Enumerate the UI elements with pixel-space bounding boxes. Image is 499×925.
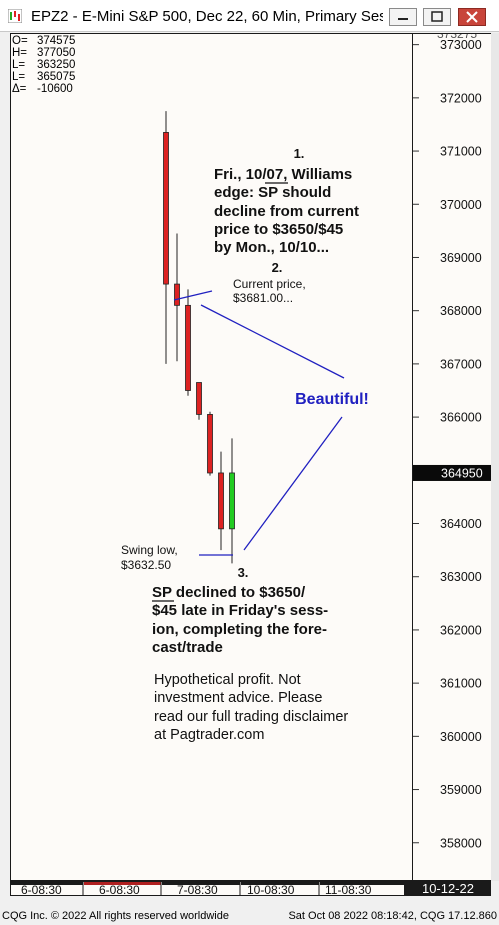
disclaimer-line: read our full trading disclaimer <box>154 709 348 725</box>
timestamp-text: Sat Oct 08 2022 08:18:42, CQG 17.12.860 <box>288 910 497 922</box>
ohlc-open-key: O= <box>12 35 28 47</box>
note-2: 2. Current price, $3681.00... <box>233 260 306 305</box>
time-segment <box>241 882 319 885</box>
time-segment <box>11 882 83 885</box>
candle-body-down <box>174 283 180 306</box>
price-ticks: 358000 359000 360000 361000 362000 363000 3640… <box>413 38 482 850</box>
time-label: 11-08:30 <box>325 883 372 895</box>
minimize-icon <box>398 18 408 20</box>
disclaimer-line: at Pagtrader.com <box>154 727 264 743</box>
time-label: 7-08:30 <box>177 883 218 895</box>
ohlc-readout: O= 374575 H= 377050 L= 363250 L= 365075 … <box>12 35 75 95</box>
copyright-text: CQG Inc. © 2022 All rights reserved worl… <box>2 910 229 922</box>
annotation-lines <box>173 290 345 556</box>
candle-body-down <box>196 382 202 415</box>
time-label: 6-08:30 <box>21 883 62 895</box>
candle-body-up <box>229 472 235 530</box>
note-1-line: Fri., 10/07, Williams <box>214 166 352 183</box>
status-bar: CQG Inc. © 2022 All rights reserved worl… <box>0 908 499 925</box>
note-3-line: cast/trade <box>152 639 223 656</box>
beautiful-lower-line <box>243 416 343 551</box>
note-3-line: ion, completing the fore- <box>152 621 327 638</box>
price-tick-label: 364000 <box>440 517 482 531</box>
price-tick-label: 369000 <box>440 251 482 265</box>
ohlc-low-key: L= <box>12 59 25 71</box>
disclaimer-line: Hypothetical profit. Not <box>154 672 301 688</box>
note-1-line: price to $3650/$45 <box>214 221 343 238</box>
disclaimer: Hypothetical profit. Not investment advi… <box>154 672 348 743</box>
price-tick-label: 373000 <box>440 38 482 52</box>
candle-body-down <box>218 472 224 530</box>
swing-low-label: Swing low, $3632.50 <box>121 543 178 572</box>
note-3: 3. SP declined to $3650/ $45 late in Fri… <box>152 565 328 656</box>
price-axis-scale: 373275 358000359000360000361000362000363… <box>413 27 491 850</box>
ohlc-high-value: 377050 <box>37 47 75 59</box>
candle-body-down <box>185 304 191 391</box>
note-1-number: 1. <box>294 146 305 161</box>
note-3-number: 3. <box>238 565 249 580</box>
price-tick-label: 361000 <box>440 677 482 691</box>
note-1-line: decline from current <box>214 203 359 220</box>
note-1-line: by Mon., 10/10... <box>214 239 329 256</box>
app-icon <box>8 9 22 23</box>
note-3-line: $45 late in Friday's sess- <box>152 602 328 619</box>
price-tick-label: 371000 <box>440 145 482 159</box>
window-title: EPZ2 - E-Mini S&P 500, Dec 22, 60 Min, P… <box>31 8 383 25</box>
disclaimer-line: investment advice. Please <box>154 690 322 706</box>
current-price-pointer <box>173 290 213 301</box>
time-axis-date-box: 10-12-22 <box>405 881 491 896</box>
note-1: 1. Fri., 10/07, Williams edge: SP should… <box>214 146 359 256</box>
current-price-marker: 364950 <box>413 464 491 481</box>
note-3-line: SP declined to $3650/ <box>152 584 306 601</box>
note-1-line: edge: SP should <box>214 184 331 201</box>
beautiful-label: Beautiful! <box>295 391 369 408</box>
price-tick-label: 363000 <box>440 570 482 584</box>
swing-low-line-text: Swing low, <box>121 543 178 557</box>
maximize-button[interactable] <box>423 8 451 26</box>
candle-body-down <box>163 132 169 285</box>
time-label: 6-08:30 <box>99 883 140 895</box>
title-bar: EPZ2 - E-Mini S&P 500, Dec 22, 60 Min, P… <box>0 0 499 32</box>
ohlc-last-key: L= <box>12 71 25 83</box>
price-tick-label: 367000 <box>440 357 482 371</box>
ohlc-high-key: H= <box>12 47 27 59</box>
note-2-line: $3681.00... <box>233 291 293 305</box>
current-price-text: 364950 <box>441 466 483 480</box>
price-tick-label: 362000 <box>440 623 482 637</box>
price-axis[interactable]: 373275 358000 359000 360000 361000 362000 363… <box>413 27 491 881</box>
price-tick-label: 370000 <box>440 198 482 212</box>
beautiful-upper-line <box>200 304 345 379</box>
price-tick-label: 360000 <box>440 730 482 744</box>
price-chart: O= 374575 H= 377050 L= 363250 L= 365075 … <box>12 35 369 743</box>
ohlc-last-value: 365075 <box>37 71 75 83</box>
ohlc-change-value: -10600 <box>37 83 73 95</box>
note-2-line: Current price, <box>233 277 306 291</box>
price-tick-label: 368000 <box>440 304 482 318</box>
ohlc-change-key: Δ= <box>12 83 27 95</box>
close-button[interactable] <box>458 8 486 26</box>
current-price-box <box>413 464 491 481</box>
time-label: 10-08:30 <box>247 883 295 895</box>
time-segment <box>162 882 240 885</box>
maximize-icon <box>431 11 443 22</box>
time-segment <box>320 882 404 885</box>
candles-layer <box>163 111 235 564</box>
ohlc-low-value: 363250 <box>37 59 75 71</box>
price-tick-label: 372000 <box>440 91 482 105</box>
vertical-scrollbar[interactable] <box>491 33 499 881</box>
time-axis[interactable]: 6-08:30 6-08:30 7-08:30 10-08:30 11-08:3… <box>10 881 405 896</box>
swing-low-line-text: $3632.50 <box>121 558 171 572</box>
close-icon <box>466 11 478 23</box>
price-tick-label: 358000 <box>440 836 482 850</box>
time-segment <box>84 882 161 885</box>
note-2-number: 2. <box>272 260 283 275</box>
ohlc-open-value: 374575 <box>37 35 75 47</box>
candle-body-down <box>207 414 213 474</box>
time-axis-scale: 6-08:30 6-08:30 7-08:30 10-08:30 11-08:3… <box>11 882 404 895</box>
chart-area[interactable]: O= 374575 H= 377050 L= 363250 L= 365075 … <box>10 33 413 881</box>
price-tick-label: 366000 <box>440 411 482 425</box>
minimize-button[interactable] <box>389 8 417 26</box>
price-tick-label: 359000 <box>440 783 482 797</box>
